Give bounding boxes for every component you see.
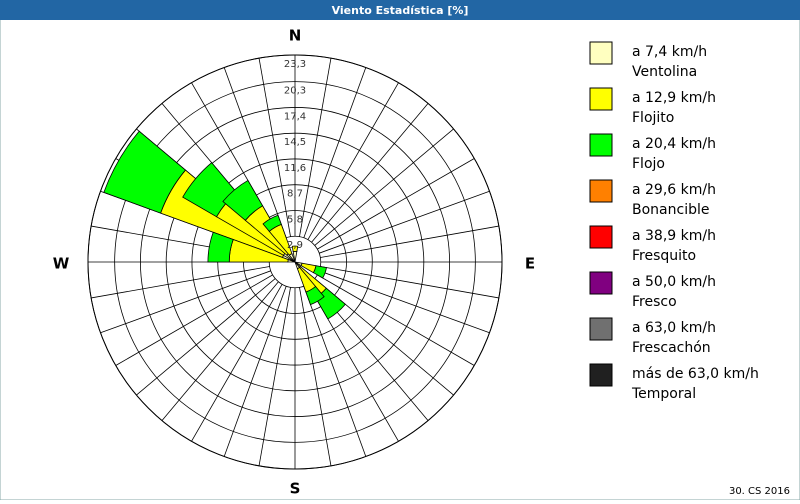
spoke [320, 266, 499, 299]
legend-description: Fresquito [632, 248, 696, 264]
spoke [100, 270, 271, 334]
legend-label: a 20,4 km/h [632, 136, 716, 152]
grid-ring [191, 158, 399, 366]
legend-swatch [589, 133, 613, 157]
r-tick-label: 23,3 [284, 59, 306, 70]
spoke [136, 278, 276, 396]
spoke [191, 284, 283, 442]
legend-label: a 38,9 km/h [632, 228, 716, 244]
r-tick-label: 17,4 [284, 111, 306, 122]
legend-label: a 63,0 km/h [632, 320, 716, 336]
legend-swatch [589, 271, 613, 295]
legend-description: Fresco [632, 294, 677, 310]
spoke [161, 281, 279, 421]
r-tick-label: 5,8 [287, 214, 303, 225]
spoke [307, 82, 399, 240]
compass-label: S [290, 480, 301, 498]
compass-label: W [53, 255, 70, 273]
legend-swatch [589, 87, 613, 111]
legend-swatch [589, 225, 613, 249]
legend-description: Flojo [632, 156, 665, 172]
grid-ring [140, 107, 450, 417]
wedges [103, 130, 346, 320]
wedge-segment [103, 130, 186, 214]
legend-description: Frescachón [632, 340, 711, 356]
spoke [258, 58, 291, 237]
spoke [303, 67, 367, 238]
grid-ring [114, 81, 476, 443]
spoke [299, 287, 332, 466]
compass-label: E [525, 255, 535, 273]
spoke [299, 58, 332, 237]
wedge-segment [207, 231, 234, 263]
legend-label: a 12,9 km/h [632, 90, 716, 106]
spoke [115, 274, 273, 366]
wedge-segment [222, 179, 264, 221]
r-tick-label: 11,6 [284, 163, 306, 174]
legend-label: a 29,6 km/h [632, 182, 716, 198]
spoke [317, 274, 475, 366]
spoke [319, 270, 490, 334]
spoke [91, 266, 270, 299]
legend-swatch [589, 363, 613, 387]
legend-swatch [589, 41, 613, 65]
legend-label: a 7,4 km/h [632, 44, 707, 60]
grid-ring [87, 54, 503, 470]
wedge-segment [262, 214, 282, 232]
legend-label: más de 63,0 km/h [632, 366, 759, 382]
spoke [319, 190, 490, 254]
legend-swatch [589, 179, 613, 203]
wedge-segment [291, 245, 299, 252]
spoke [317, 158, 475, 250]
spoke [314, 128, 454, 246]
r-tick-label: 8,7 [287, 189, 303, 200]
legend-description: Flojito [632, 110, 674, 126]
legend-description: Bonancible [632, 202, 709, 218]
spoke [258, 287, 291, 466]
legend-description: Ventolina [632, 64, 697, 80]
spoke [303, 286, 367, 457]
legend-swatch [589, 317, 613, 341]
legend-label: a 50,0 km/h [632, 274, 716, 290]
r-tick-label: 20,3 [284, 86, 306, 97]
r-tick-label: 2,9 [287, 240, 303, 251]
spoke [223, 286, 287, 457]
legend-description: Temporal [631, 386, 696, 402]
spoke [320, 225, 499, 258]
footer: 30. CS 2016 [729, 486, 790, 497]
wedge-segment [312, 265, 327, 279]
wedge-segment [182, 162, 238, 218]
spoke [223, 67, 287, 238]
compass-label: N [289, 27, 302, 45]
wedge-segment [305, 285, 325, 306]
spoke [311, 103, 429, 243]
chart-title: Viento Estadística [%] [332, 4, 469, 17]
grid-ring [165, 132, 425, 392]
title-bar [0, 0, 800, 20]
r-tick-label: 14,5 [284, 137, 306, 148]
